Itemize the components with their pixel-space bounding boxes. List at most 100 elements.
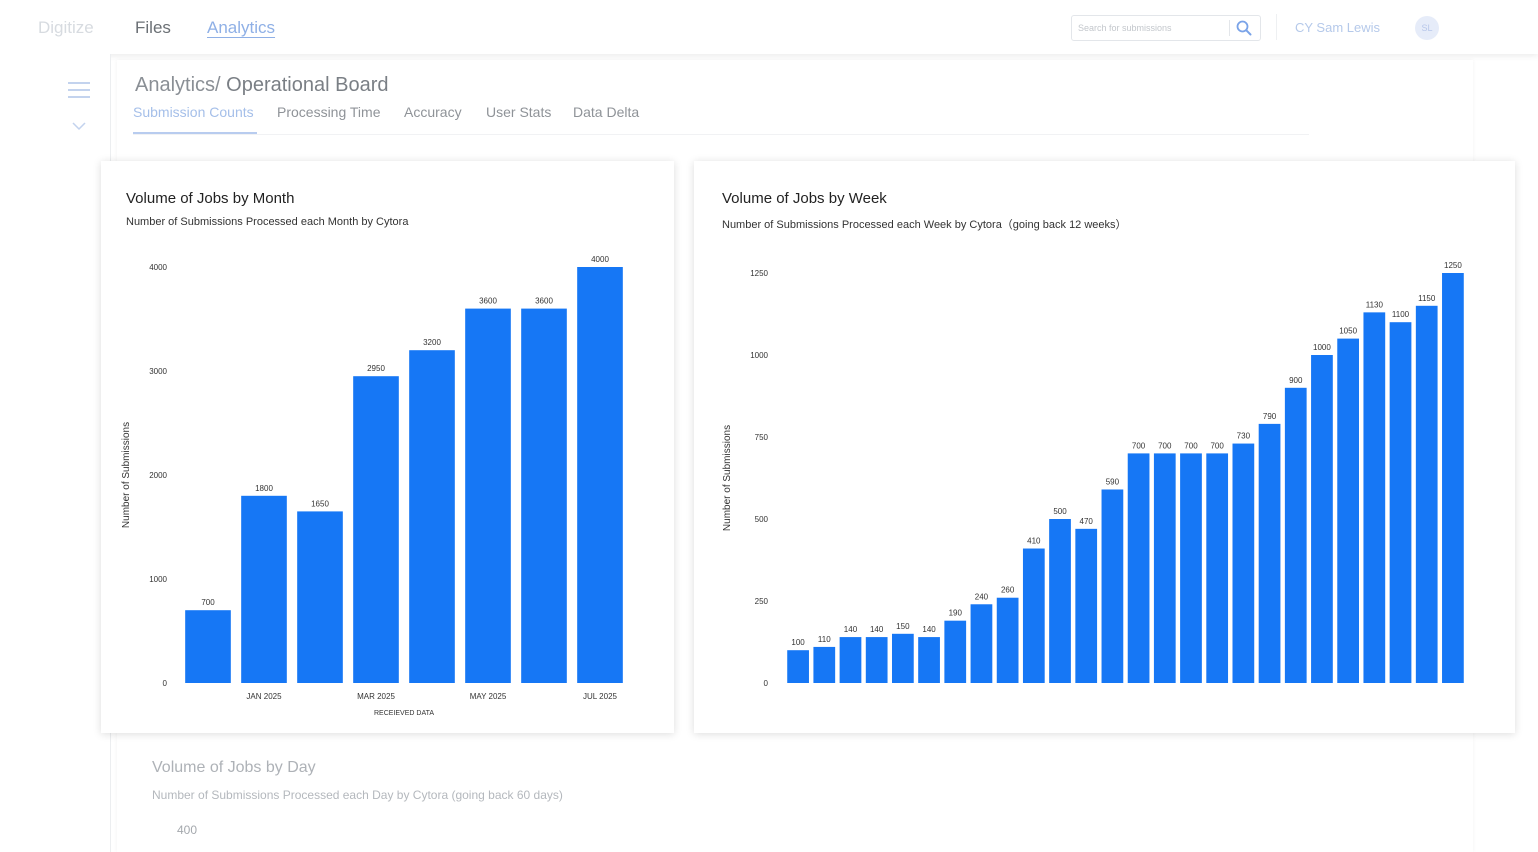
- bar-value-label: 140: [922, 625, 936, 634]
- bar-value-label: 1130: [1366, 300, 1384, 309]
- y-tick-label: 1000: [750, 351, 768, 360]
- monthly-chart-subtitle: Number of Submissions Processed each Mon…: [126, 216, 409, 228]
- bar: [1232, 443, 1255, 683]
- bar: [353, 376, 399, 683]
- bar: [577, 267, 623, 683]
- y-tick-label: 4000: [149, 263, 167, 272]
- y-tick-label: 2000: [149, 471, 167, 480]
- bar-value-label: 1050: [1339, 327, 1357, 336]
- bar: [1049, 519, 1071, 683]
- monthly-chart-card: Volume of Jobs by Month Number of Submis…: [101, 161, 674, 733]
- bar-value-label: 190: [949, 609, 963, 618]
- bar-value-label: 140: [844, 625, 858, 634]
- bar: [944, 620, 967, 683]
- nav-files[interactable]: Files: [135, 18, 171, 37]
- bar-value-label: 700: [1132, 441, 1146, 450]
- bar: [787, 650, 809, 683]
- bar: [1206, 453, 1229, 683]
- daily-chart-title: Volume of Jobs by Day: [152, 759, 316, 776]
- bar-value-label: 110: [818, 635, 831, 644]
- x-axis-label: RECEIEVED DATA: [374, 710, 434, 717]
- bar-value-label: 3600: [479, 297, 497, 306]
- active-tab-indicator: [133, 132, 257, 134]
- bar-value-label: 410: [1027, 537, 1041, 546]
- bar: [1127, 453, 1150, 683]
- bar: [409, 350, 455, 683]
- weekly-bar-chart: 0 250 500 750 1000 1250 Number of Submissions 1…: [722, 261, 1464, 688]
- monthly-chart-title: Volume of Jobs by Month: [126, 190, 295, 207]
- tab-submission-counts[interactable]: Submission Counts: [133, 104, 254, 120]
- bar-value-label: 100: [791, 638, 805, 647]
- bar: [1022, 548, 1045, 683]
- tabs-divider: [133, 134, 1309, 135]
- bar-value-label: 3200: [423, 338, 441, 347]
- bar-value-label: 790: [1263, 412, 1277, 421]
- x-tick-label: MAR 2025: [357, 692, 395, 701]
- avatar[interactable]: SL: [1415, 16, 1439, 40]
- menu-icon[interactable]: [68, 82, 90, 98]
- y-tick-label: 1000: [149, 575, 167, 584]
- bar-value-label: 1650: [311, 499, 329, 508]
- bar-value-label: 1250: [1444, 261, 1462, 270]
- y-tick-label: 750: [755, 433, 769, 442]
- x-tick-label: MAY 2025: [470, 692, 507, 701]
- top-bar: Digitize Files Analytics CY Sam Lewis SL: [0, 0, 1538, 54]
- nav-analytics[interactable]: Analytics: [207, 18, 276, 37]
- search-input[interactable]: [1078, 19, 1228, 37]
- bar: [996, 597, 1019, 683]
- bar-value-label: 1800: [255, 484, 273, 493]
- bar-value-label: 1000: [1313, 343, 1331, 352]
- bar: [1415, 305, 1438, 683]
- bar: [865, 637, 888, 683]
- bar: [465, 308, 511, 683]
- breadcrumb-section[interactable]: Analytics/: [135, 74, 221, 96]
- y-tick-label: 1250: [750, 269, 768, 278]
- bar: [1101, 489, 1124, 683]
- bar-value-label: 150: [896, 622, 910, 631]
- monthly-bar-chart: 0 1000 2000 3000 4000 Number of Submissions 70…: [121, 255, 623, 717]
- bar: [241, 495, 287, 683]
- user-name[interactable]: CY Sam Lewis: [1295, 20, 1381, 35]
- page-title: Operational Board: [226, 74, 389, 96]
- bar: [839, 637, 862, 683]
- bar-value-label: 140: [870, 625, 884, 634]
- bar: [1389, 322, 1412, 683]
- bar: [1363, 312, 1386, 683]
- daily-chart-subtitle: Number of Submissions Processed each Day…: [152, 788, 563, 802]
- y-tick-label: 500: [755, 515, 769, 524]
- x-tick-label: JUL 2025: [583, 692, 618, 701]
- bar: [918, 637, 940, 683]
- y-axis-label: Number of Submissions: [121, 422, 132, 528]
- nav-digitize[interactable]: Digitize: [38, 18, 94, 37]
- tab-user-stats[interactable]: User Stats: [486, 104, 552, 120]
- tab-data-delta[interactable]: Data Delta: [573, 104, 640, 120]
- bar-value-label: 700: [1184, 441, 1198, 450]
- bar-value-label: 700: [1158, 441, 1172, 450]
- bar-value-label: 2950: [367, 364, 385, 373]
- side-rail: [0, 54, 111, 852]
- weekly-chart-title: Volume of Jobs by Week: [722, 190, 887, 207]
- bar-value-label: 3600: [535, 297, 553, 306]
- bar-value-label: 730: [1237, 432, 1251, 441]
- y-tick-label: 3000: [149, 367, 167, 376]
- bar: [1258, 423, 1281, 683]
- bar-value-label: 260: [1001, 586, 1015, 595]
- bar: [185, 610, 231, 683]
- bar: [891, 633, 914, 683]
- weekly-chart-subtitle: Number of Submissions Processed each Wee…: [722, 219, 1127, 231]
- bar: [1284, 387, 1307, 683]
- y-tick-label: 0: [764, 679, 769, 688]
- bar: [1337, 338, 1360, 683]
- bar-value-label: 900: [1289, 376, 1303, 385]
- bar: [1180, 453, 1202, 683]
- bar: [1442, 273, 1464, 683]
- search-box: [1071, 15, 1261, 41]
- bar-value-label: 500: [1053, 507, 1067, 516]
- bar: [521, 308, 567, 683]
- chevron-down-icon[interactable]: [71, 120, 87, 132]
- search-divider: [1229, 20, 1230, 36]
- y-tick-label: 0: [163, 679, 168, 688]
- tab-accuracy[interactable]: Accuracy: [404, 104, 462, 120]
- search-button[interactable]: [1234, 18, 1254, 38]
- tab-processing-time[interactable]: Processing Time: [277, 104, 381, 120]
